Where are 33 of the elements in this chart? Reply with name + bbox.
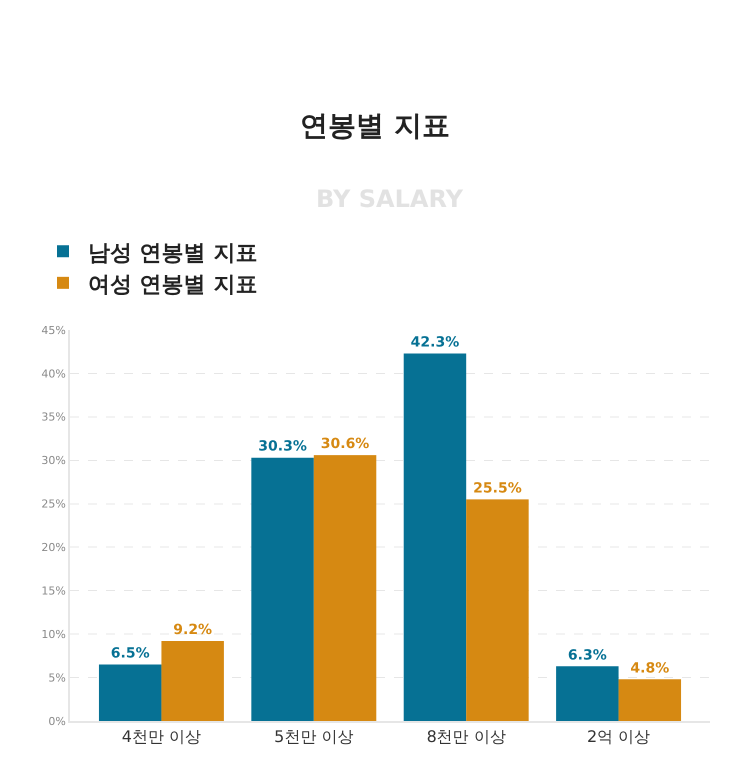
data-label: 4.8% bbox=[630, 660, 670, 676]
y-tick-label: 0% bbox=[48, 714, 66, 728]
bar bbox=[404, 353, 466, 721]
data-label: 6.3% bbox=[568, 647, 607, 664]
y-tick-label: 25% bbox=[41, 498, 66, 511]
data-label: 9.2% bbox=[173, 622, 212, 638]
data-label: 6.5% bbox=[110, 646, 150, 662]
y-tick-label: 5% bbox=[48, 671, 66, 684]
bar bbox=[251, 458, 314, 721]
legend-label: 여성 연봉별 지표 bbox=[88, 272, 258, 298]
y-tick-label: 15% bbox=[41, 584, 66, 598]
x-tick-label: 5천만 이상 bbox=[274, 727, 354, 746]
data-label: 30.3% bbox=[258, 438, 307, 455]
bar bbox=[618, 679, 682, 721]
y-tick-label: 20% bbox=[41, 541, 66, 554]
x-tick-label: 4천만 이상 bbox=[122, 727, 202, 746]
y-tick-label: 35% bbox=[41, 410, 66, 424]
data-label: 30.6% bbox=[320, 436, 370, 452]
data-label: 42.3% bbox=[410, 334, 460, 350]
bar bbox=[556, 666, 619, 721]
bar bbox=[466, 499, 529, 721]
x-tick-label: 2억 이상 bbox=[586, 727, 650, 746]
bar bbox=[314, 455, 376, 721]
data-label: 25.5% bbox=[473, 480, 522, 496]
bar bbox=[98, 664, 162, 721]
y-tick-label: 40% bbox=[41, 367, 66, 380]
y-tick-label: 30% bbox=[41, 454, 66, 468]
y-tick-label: 45% bbox=[41, 324, 66, 337]
x-tick-label: 8천만 이상 bbox=[426, 727, 506, 746]
chart-title: 연봉별 지표 bbox=[300, 108, 450, 142]
bar bbox=[161, 641, 224, 721]
legend-label: 남성 연봉별 지표 bbox=[88, 240, 258, 266]
y-tick-label: 10% bbox=[41, 628, 66, 641]
